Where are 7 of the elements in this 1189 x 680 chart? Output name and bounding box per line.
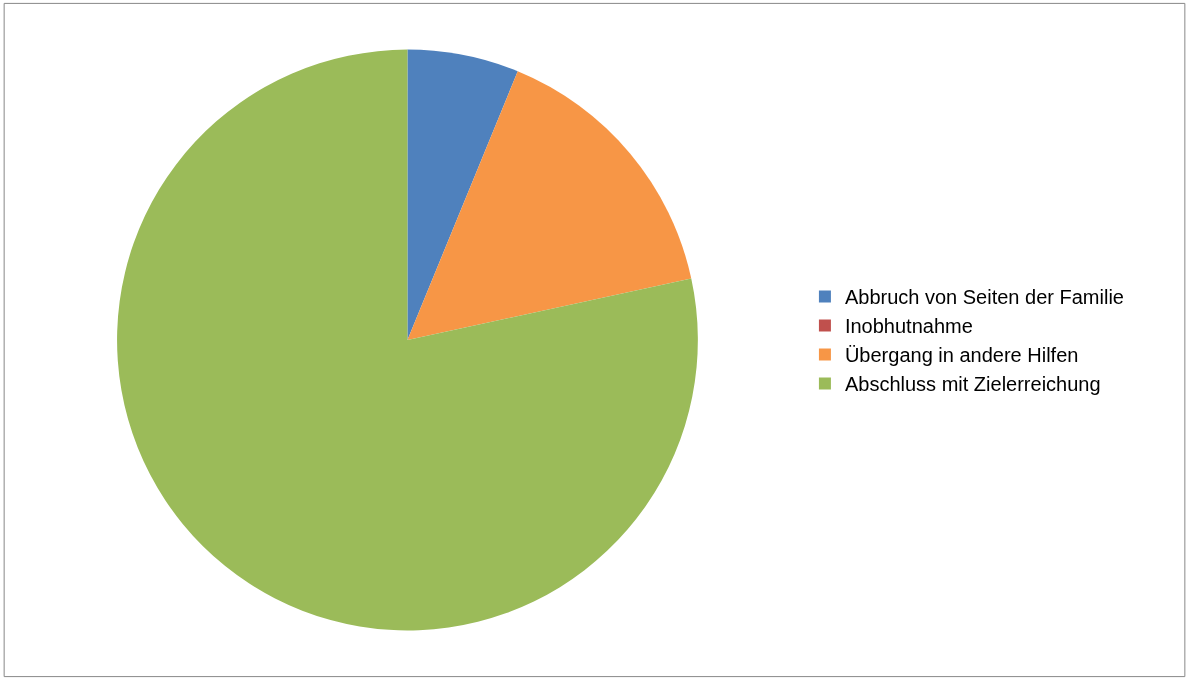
- pie-slice: [407, 49, 518, 340]
- pie-slice: [117, 49, 698, 631]
- legend-label: Abschluss mit Zielerreichung: [844, 373, 1101, 396]
- legend-label: Abbruch von Seiten der Familie: [844, 286, 1124, 309]
- legend-label: Inobhutnahme: [844, 315, 973, 338]
- pie-slice: [407, 71, 692, 340]
- legend-label: Übergang in andere Hilfen: [844, 344, 1079, 367]
